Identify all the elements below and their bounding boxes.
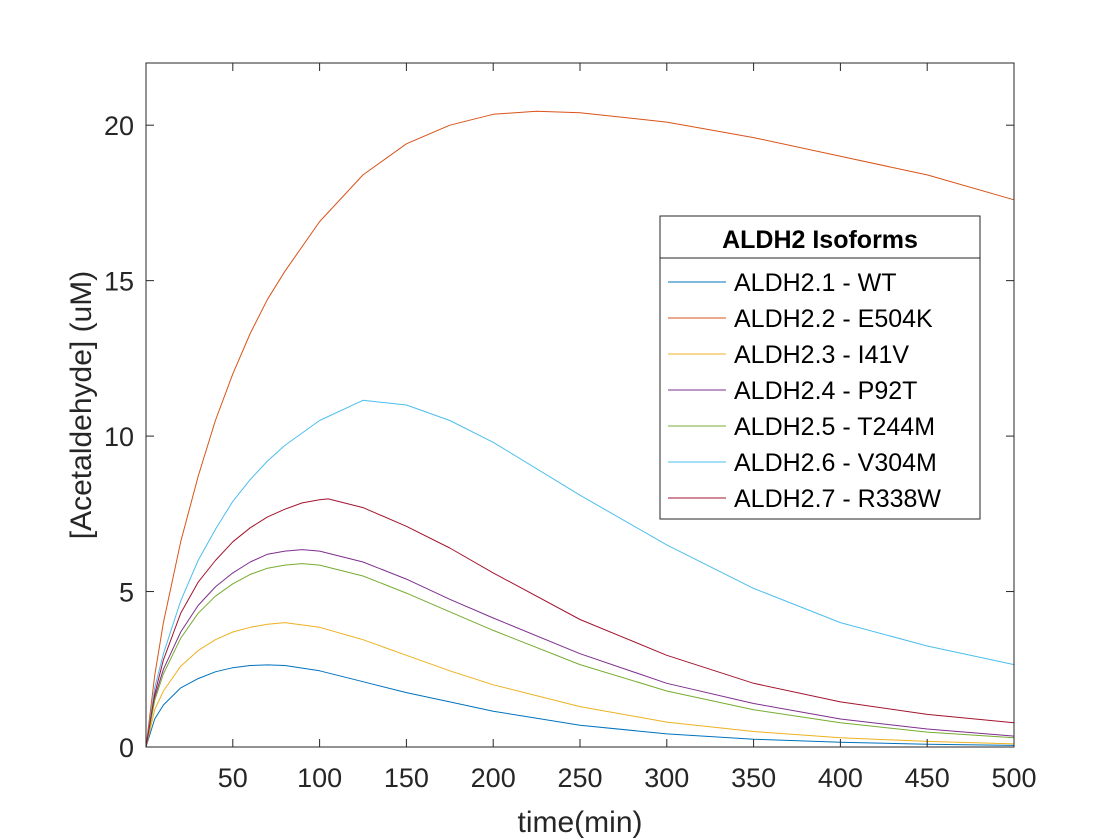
legend-entry-label: ALDH2.6 - V304M xyxy=(734,449,937,477)
y-tick-label: 10 xyxy=(104,422,134,452)
series-line-4 xyxy=(145,549,1015,748)
x-axis-label: time(min) xyxy=(518,806,643,839)
legend-entry-label: ALDH2.3 - I41V xyxy=(734,341,909,369)
x-tick-label: 200 xyxy=(471,763,516,793)
x-tick-label: 300 xyxy=(644,763,689,793)
x-tick-label: 400 xyxy=(818,763,863,793)
legend-box xyxy=(659,215,981,520)
legend-entry-label: ALDH2.2 - E504K xyxy=(734,305,933,333)
legend-entry-label: ALDH2.7 - R338W xyxy=(734,485,941,513)
y-axis-label: [Acetaldehyde] (uM) xyxy=(65,271,98,539)
series-layer xyxy=(145,110,1015,748)
x-tick-label: 500 xyxy=(991,763,1036,793)
legend-entry-label: ALDH2.4 - P92T xyxy=(734,377,917,405)
legend: ALDH2 Isoforms ALDH2.1 - WT ALDH2.2 - E50… xyxy=(659,215,981,520)
y-tick-label: 15 xyxy=(104,267,134,297)
y-tick-label: 20 xyxy=(104,111,134,141)
x-tick-label: 50 xyxy=(218,763,248,793)
series-line-7 xyxy=(145,498,1015,748)
y-tick-label: 5 xyxy=(119,578,134,608)
x-tick-label: 100 xyxy=(297,763,342,793)
x-tick-label: 350 xyxy=(731,763,776,793)
series-line-6 xyxy=(145,399,1015,748)
series-line-5 xyxy=(145,563,1015,748)
y-axis-ticks: 0 5 10 15 20 xyxy=(104,111,1014,763)
legend-title: ALDH2 Isoforms xyxy=(722,226,918,254)
series-line-3 xyxy=(145,622,1015,748)
series-line-2 xyxy=(145,110,1015,748)
x-tick-label: 250 xyxy=(557,763,602,793)
x-tick-label: 450 xyxy=(905,763,950,793)
x-tick-label: 150 xyxy=(384,763,429,793)
legend-entry-label: ALDH2.1 - WT xyxy=(734,269,897,297)
x-axis-ticks: 50 100 150 200 250 300 350 400 450 500 xyxy=(218,63,1037,793)
series-line-1 xyxy=(145,664,1015,748)
legend-entry-label: ALDH2.5 - T244M xyxy=(734,413,935,441)
y-tick-label: 0 xyxy=(119,733,134,763)
legend-items: ALDH2.1 - WT ALDH2.2 - E504K ALDH2.3 - I41… xyxy=(668,269,941,513)
